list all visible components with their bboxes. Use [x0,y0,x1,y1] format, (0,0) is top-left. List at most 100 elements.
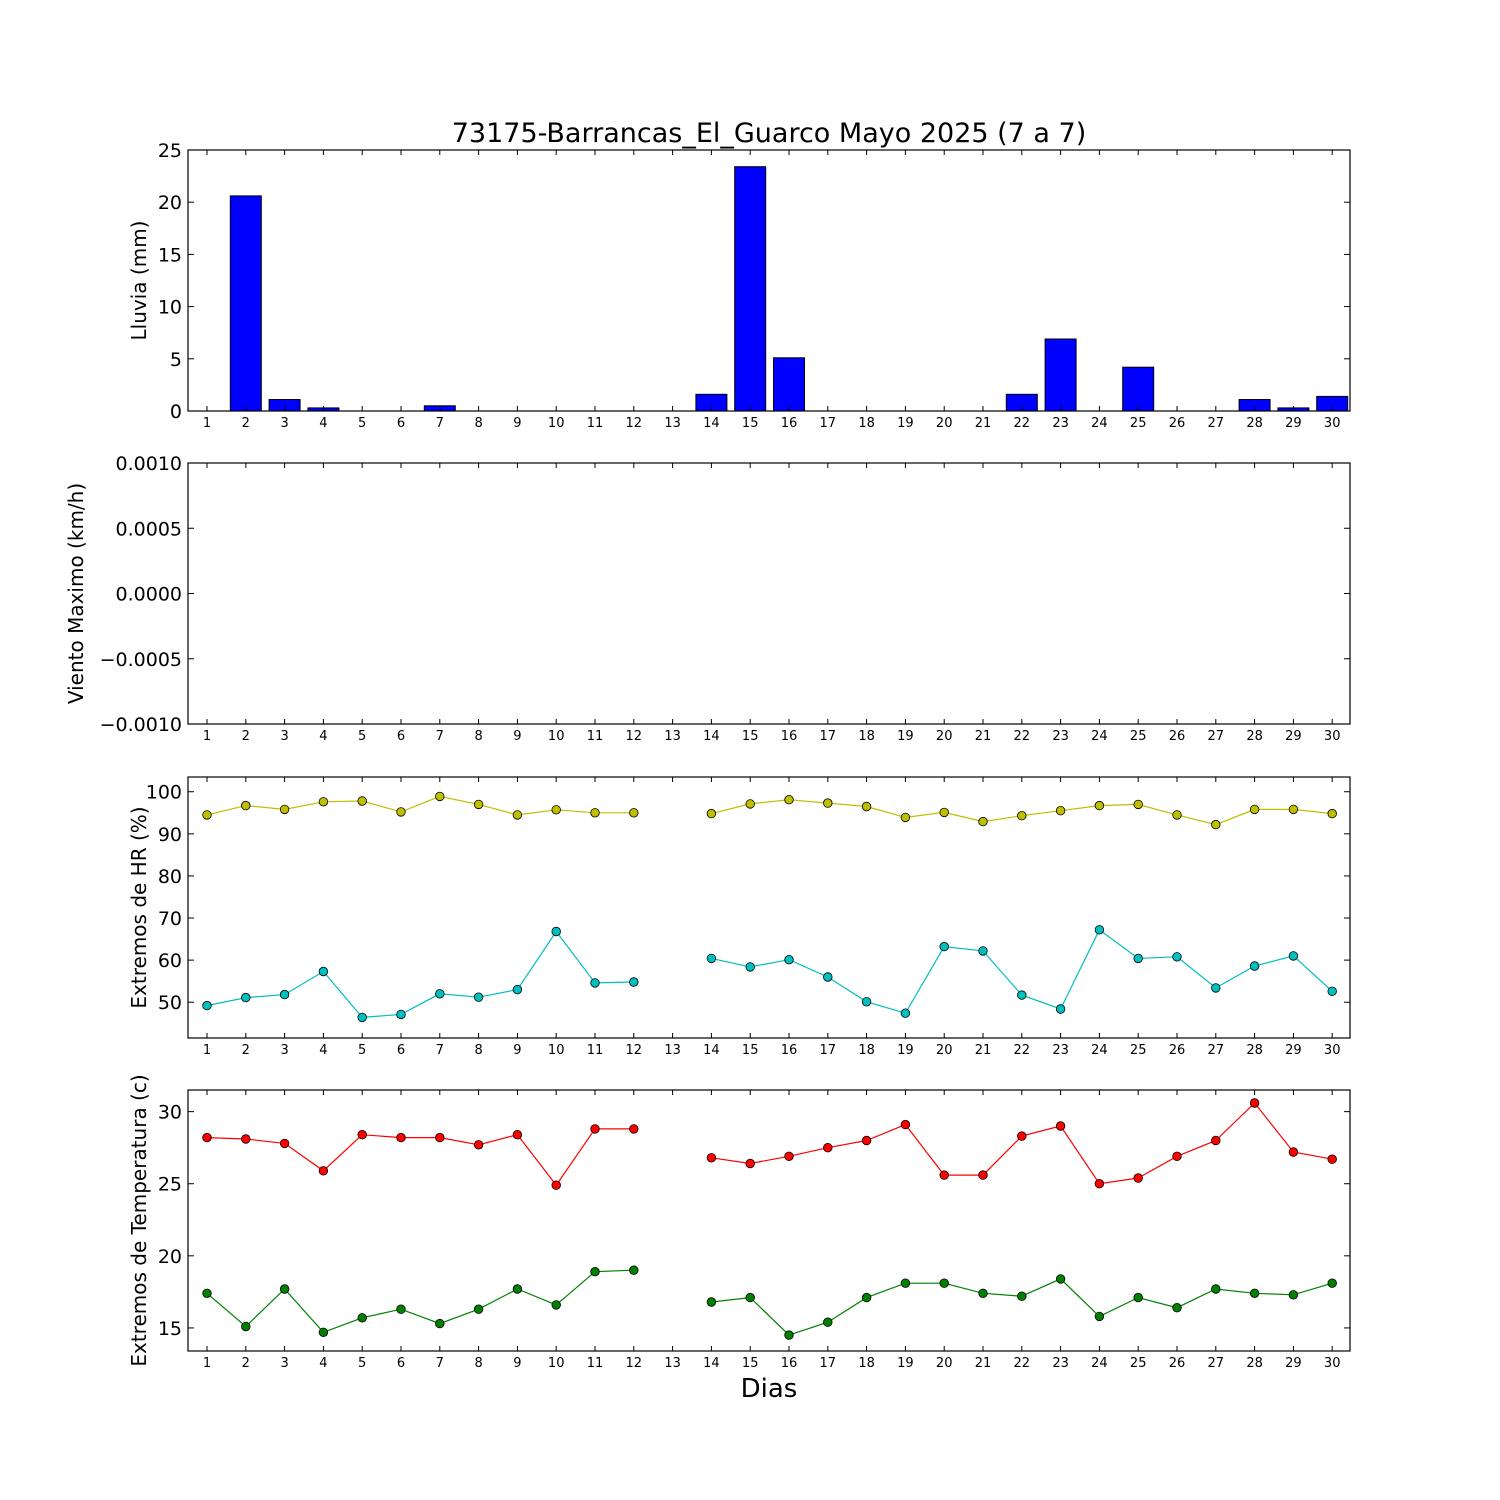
x-tick-label: 24 [1091,1043,1108,1058]
x-tick-label: 19 [897,1356,914,1371]
x-tick-label: 30 [1324,729,1341,744]
y-tick-label: 25 [158,140,182,162]
point-temperatura-0-day-20 [939,1170,949,1180]
x-tick-label: 22 [1014,1356,1031,1371]
series-line-hr-1 [711,928,1333,1014]
point-temperatura-1-day-4 [318,1327,329,1338]
x-tick-label: 2 [242,1043,250,1058]
point-temperatura-0-day-14 [706,1153,717,1163]
point-temperatura-0-day-11 [590,1124,600,1134]
x-tick-label: 20 [936,1356,953,1371]
point-temperatura-0-day-19 [900,1119,911,1130]
point-hr-1-day-9 [512,984,523,995]
y-tick-label: 0.0005 [116,518,182,540]
x-tick-label: 7 [436,1043,444,1058]
panels: 1 2 3 4 5 6 7 8 9 10 11 12 13 14 15 16 17 18 19 20 21 22 23 24 2… [64,140,1351,1371]
point-hr-1-day-30 [1327,986,1337,997]
y-tick-label: 50 [158,992,182,1014]
x-tick-label: 15 [742,1356,759,1371]
point-hr-0-day-30 [1327,808,1337,819]
x-tick-label: 7 [436,416,444,431]
x-tick-label: 4 [319,1043,327,1058]
point-temperatura-0-day-1 [202,1132,212,1143]
x-tick-label: 2 [242,416,250,431]
x-tick-label: 23 [1052,729,1069,744]
x-tick-label: 1 [203,729,211,744]
point-hr-1-day-17 [823,972,833,982]
x-tick-label: 1 [203,416,211,431]
y-tick-label: 30 [158,1102,182,1124]
x-tick-label: 5 [358,1356,366,1371]
x-tick-label: 26 [1169,1356,1186,1371]
x-tick-label: 25 [1130,729,1147,744]
point-temperatura-0-day-18 [861,1135,872,1146]
x-tick-label: 16 [781,416,798,431]
x-tick-label: 25 [1130,416,1147,431]
x-tick-label: 20 [936,729,953,744]
x-tick-label: 14 [703,729,720,744]
x-tick-label: 24 [1091,729,1108,744]
point-temperatura-1-day-19 [900,1278,911,1288]
y-tick-label: 60 [158,950,182,972]
point-temperatura-0-day-12 [629,1124,639,1134]
point-hr-1-day-24 [1094,925,1105,935]
point-temperatura-0-day-21 [978,1170,988,1180]
x-tick-label: 4 [319,416,327,431]
x-tick-label: 28 [1246,1356,1263,1371]
point-hr-1-day-15 [745,962,755,972]
x-tick-label: 5 [358,1043,366,1058]
point-temperatura-1-day-2 [241,1321,251,1332]
x-tick-label: 27 [1208,416,1225,431]
x-tick-label: 2 [242,729,250,744]
point-hr-1-day-23 [1055,1004,1066,1014]
x-tick-label: 26 [1169,1043,1186,1058]
x-tick-label: 17 [820,1356,837,1371]
point-temperatura-0-day-6 [396,1132,406,1143]
point-hr-0-day-4 [318,797,329,807]
point-hr-1-day-28 [1249,961,1260,971]
panel-viento: 1 2 3 4 5 6 7 8 9 10 11 12 13 14 15 16 17 18 19 20 21 22 23 24 2… [64,453,1351,744]
x-tick-label: 29 [1285,1356,1302,1371]
y-tick-label: 25 [158,1174,182,1196]
x-tick-label: 29 [1285,416,1302,431]
x-tick-label: 10 [548,1356,565,1371]
point-hr-0-day-16 [784,795,794,805]
x-tick-label: 30 [1324,1356,1341,1371]
x-tick-label: 21 [975,729,992,744]
point-temperatura-1-day-11 [590,1266,600,1277]
x-tick-label: 18 [858,1043,875,1058]
point-hr-1-day-20 [939,941,949,952]
series-line-temperatura-0 [206,1128,634,1187]
point-temperatura-0-day-25 [1133,1173,1143,1183]
x-tick-label: 9 [513,1356,521,1371]
chart-title: 73175-Barrancas_El_Guarco Mayo 2025 (7 a… [452,118,1087,149]
x-tick-label: 6 [397,416,405,431]
x-tick-label: 16 [781,1043,798,1058]
x-tick-label: 28 [1246,1043,1263,1058]
x-tick-label: 17 [820,729,837,744]
point-temperatura-1-day-7 [435,1318,445,1329]
x-tick-label: 24 [1091,1356,1108,1371]
x-tick-label: 5 [358,729,366,744]
panel-lluvia: 1 2 3 4 5 6 7 8 9 10 11 12 13 14 15 16 17 18 19 20 21 22 23 24 2… [127,140,1351,431]
x-tick-label: 5 [358,416,366,431]
x-tick-label: 9 [513,1043,521,1058]
y-axis-label-hr: Extremos de HR (%) [127,806,151,1008]
point-hr-0-day-3 [279,804,290,815]
x-tick-label: 24 [1091,416,1108,431]
x-tick-label: 4 [319,729,327,744]
x-tick-label: 1 [203,1043,211,1058]
point-hr-0-day-23 [1055,806,1066,816]
x-tick-label: 21 [975,1356,992,1371]
x-tick-label: 25 [1130,1043,1147,1058]
x-tick-label: 6 [397,1356,405,1371]
point-temperatura-1-day-27 [1211,1284,1221,1294]
point-hr-0-day-12 [629,808,639,818]
point-hr-0-day-10 [551,805,561,815]
x-tick-label: 7 [436,729,444,744]
x-tick-label: 21 [975,416,992,431]
x-tick-label: 14 [703,1356,720,1371]
x-tick-label: 23 [1052,1043,1069,1058]
bar-day-16 [773,357,805,412]
x-tick-label: 18 [858,1356,875,1371]
